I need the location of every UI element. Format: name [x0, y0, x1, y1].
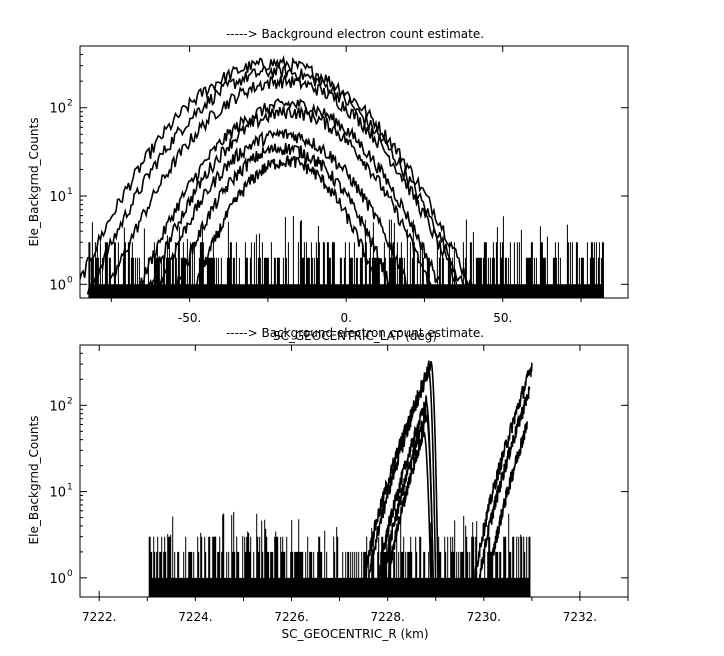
chart-title: -----> Background electron count estimat… [226, 326, 484, 340]
series-line [487, 421, 528, 582]
y-tick-label: 10 [49, 572, 66, 587]
series-line [157, 127, 415, 295]
y-tick-label: 10 [49, 486, 66, 501]
series-line [171, 142, 395, 296]
x-axis: 7222. 7224. 7226. 7228. 7230. 7232. [82, 345, 629, 624]
series-line [145, 105, 434, 293]
radius-panel: -----> Background electron count estimat… [27, 326, 629, 641]
plot-frame [79, 45, 629, 299]
series-line [386, 426, 432, 590]
plot-frame [79, 344, 629, 598]
series-line [473, 362, 533, 591]
x-axis-label: SC_GEOCENTRIC_R (km) [282, 627, 429, 641]
x-tick-label: 7232. [563, 610, 597, 624]
x-tick-label: 7222. [82, 610, 116, 624]
x-tick-label: 7228. [370, 610, 404, 624]
y-tick-exponent: 1 [67, 483, 73, 493]
y-tick-exponent: 0 [67, 569, 73, 579]
x-tick-label: 7224. [178, 610, 212, 624]
y-tick-exponent: 2 [67, 396, 73, 406]
x-tick-label: 7230. [467, 610, 501, 624]
noise-floor-edge [148, 536, 531, 597]
series-line [382, 409, 435, 592]
y-axis-label: Ele_Backgrnd_Counts [27, 118, 41, 247]
series-line [105, 75, 460, 295]
series-line [80, 54, 474, 296]
x-axis: -50. 0. 50. [110, 46, 582, 325]
series-line [86, 64, 467, 295]
x-axis-label: SC_GEOCENTRIC_LAT (deg) [273, 329, 437, 343]
x-tick-label: 7226. [274, 610, 308, 624]
y-tick-exponent: 2 [67, 99, 73, 109]
chart-title: -----> Background electron count estimat… [226, 27, 484, 41]
series-line [367, 363, 437, 587]
x-tick-label: -50. [178, 311, 201, 325]
latitude-panel: -----> Background electron count estimat… [27, 27, 629, 343]
series-line [478, 386, 531, 591]
y-tick-label: 10 [49, 190, 66, 205]
y-tick-label: 10 [49, 399, 66, 414]
y-tick-exponent: 1 [67, 187, 73, 197]
x-tick-label: 0. [340, 311, 351, 325]
series-line [135, 97, 442, 296]
y-tick-label: 10 [49, 278, 66, 293]
y-tick-exponent: 0 [67, 275, 73, 285]
y-axis-label: Ele_Backgrnd_Counts [27, 416, 41, 545]
y-tick-label: 10 [49, 102, 66, 117]
series-line [377, 395, 435, 587]
noise-floor [149, 511, 530, 597]
series-line [193, 155, 382, 298]
x-tick-label: 50. [493, 311, 512, 325]
